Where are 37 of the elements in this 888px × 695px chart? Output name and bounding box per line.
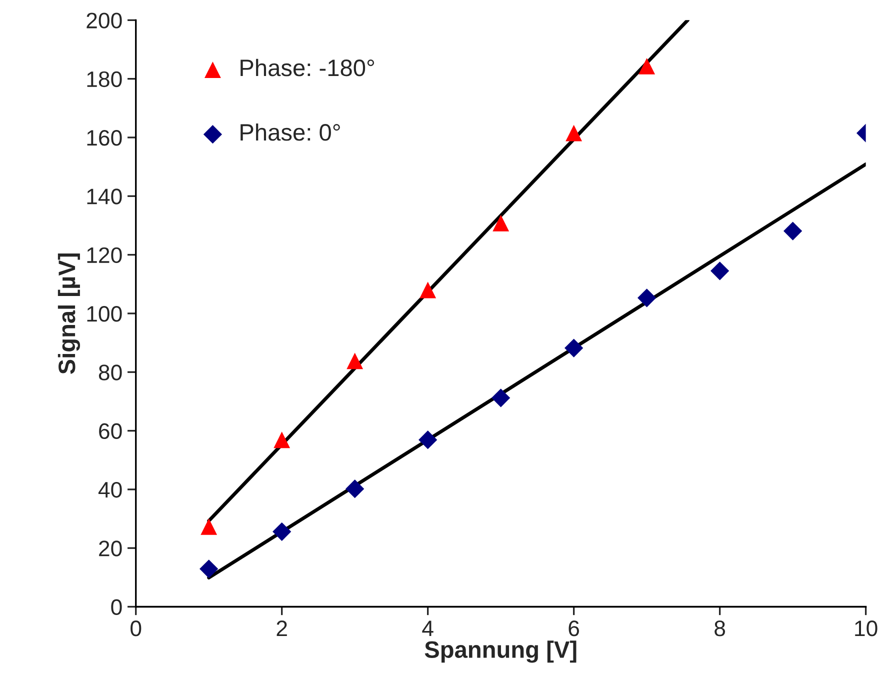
point <box>200 560 218 578</box>
x-tick-label: 6 <box>568 620 580 636</box>
y-tick-label: 140 <box>87 188 122 204</box>
point <box>418 430 438 450</box>
point <box>346 352 364 370</box>
point <box>710 262 730 280</box>
point <box>492 388 510 408</box>
x-tick-label: 2 <box>276 620 287 636</box>
point <box>420 282 436 298</box>
point <box>783 222 802 240</box>
point <box>638 288 656 308</box>
point <box>638 58 656 74</box>
x-tick-label: 0 <box>130 620 142 636</box>
point <box>274 432 290 448</box>
x-tick-label: 10 <box>855 620 878 636</box>
x-tick-label: 4 <box>422 620 434 636</box>
point <box>272 522 292 541</box>
y-tick-label: 100 <box>87 306 122 322</box>
x-tick-label: 8 <box>714 620 726 636</box>
y-tick-label: 120 <box>87 247 122 264</box>
y-tick-label: 40 <box>98 482 122 498</box>
y-tick-label: 180 <box>87 71 122 88</box>
y-tick-label: 80 <box>98 364 122 380</box>
point <box>346 480 364 498</box>
legend-label: Phase: -180° <box>240 58 374 76</box>
y-tick-label: 200 <box>86 12 122 28</box>
point <box>200 518 218 535</box>
y-tick-label: 0 <box>111 599 122 616</box>
point <box>564 338 584 358</box>
point <box>492 214 510 232</box>
y-axis-title: Signal [µV] <box>58 254 80 374</box>
x-axis-title: Spannung [V] <box>424 640 576 663</box>
y-tick-label: 60 <box>99 423 122 440</box>
legend-label: Phase: 0° <box>240 123 340 141</box>
point <box>566 124 582 142</box>
y-tick-label: 20 <box>99 540 122 556</box>
y-tick-label: 160 <box>87 130 122 146</box>
